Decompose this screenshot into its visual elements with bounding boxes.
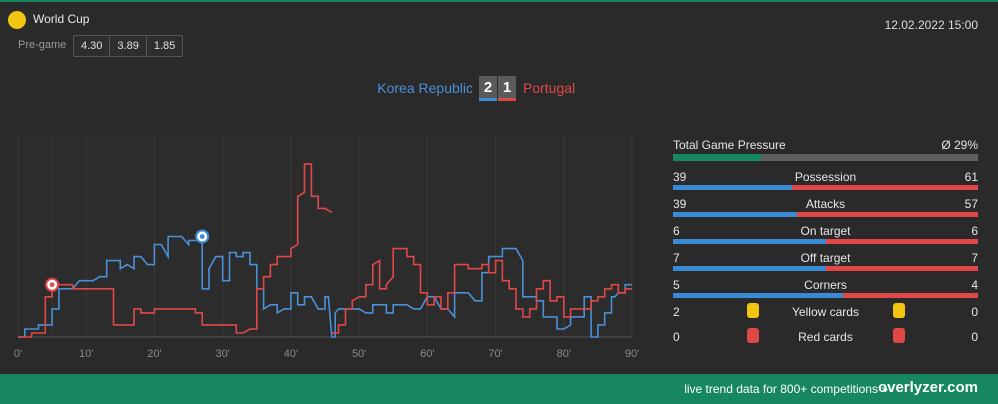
stat-bar (673, 212, 978, 217)
match-stats-panel: Total Game Pressure Ø 29% 39 Possession … (673, 138, 978, 344)
red-card-icon (747, 328, 759, 343)
stat-label: Corners (804, 278, 847, 292)
pressure-bar-fill (673, 154, 762, 161)
stat-bar (673, 266, 978, 271)
x-tick-label: 50' (352, 348, 366, 360)
x-tick-label: 40' (284, 348, 298, 360)
x-tick-label: 60' (420, 348, 434, 360)
pressure-bar (673, 154, 978, 161)
pressure-value: Ø 29% (941, 138, 978, 152)
x-tick-label: 30' (215, 348, 229, 360)
odds-draw[interactable]: 3.89 (110, 36, 147, 56)
away-team-name[interactable]: Portugal (523, 80, 576, 96)
stat-bar (673, 185, 978, 190)
x-tick-label: 70' (488, 348, 502, 360)
stat-home-value: 7 (673, 251, 680, 265)
home-score: 2 (479, 76, 497, 101)
pressure-label: Total Game Pressure (673, 138, 786, 152)
x-tick-label: 90' (625, 348, 639, 360)
stat-label: Possession (794, 170, 857, 184)
stat-bar (673, 293, 978, 298)
stat-home-value: 39 (673, 197, 687, 211)
yellow-cards-home: 2 (673, 305, 680, 319)
card-row-red: 0 Red cards 0 (673, 328, 978, 346)
stat-label: On target (800, 224, 851, 238)
stat-home-value: 39 (673, 170, 687, 184)
card-label: Red cards (798, 330, 853, 344)
x-tick-label: 80' (557, 348, 571, 360)
top-accent-line (0, 0, 998, 2)
stat-away-value: 4 (971, 278, 978, 292)
match-datetime: 12.02.2022 15:00 (884, 18, 978, 32)
stat-row-off-target: 7 Off target 7 (673, 251, 978, 273)
stat-home-value: 5 (673, 278, 680, 292)
red-cards-away: 0 (971, 330, 978, 344)
home-pressure-line (18, 235, 632, 338)
away-pressure-line (18, 163, 333, 338)
stat-bar-home-fill (673, 239, 826, 244)
away-pressure-line (331, 247, 632, 334)
stat-bar-home-fill (673, 293, 843, 298)
chart-x-axis: 0' 10' 20' 30' 40' 50' 60' 70' 80' 90' (14, 348, 639, 360)
stat-row-on-target: 6 On target 6 (673, 224, 978, 246)
stat-label: Attacks (805, 197, 846, 211)
stat-away-value: 6 (971, 224, 978, 238)
red-card-icon (893, 328, 905, 343)
red-cards-home: 0 (673, 330, 680, 344)
card-label: Yellow cards (792, 305, 859, 319)
x-tick-label: 20' (147, 348, 161, 360)
stat-row-attacks: 39 Attacks 57 (673, 197, 978, 219)
goal-ball-patch (199, 234, 205, 239)
x-tick-label: 0' (14, 348, 22, 360)
competition-icon (8, 11, 26, 29)
stat-bar-home-fill (673, 266, 826, 271)
footer-brand-link[interactable]: overlyzer.com (877, 379, 978, 396)
stat-row-possession: 39 Possession 61 (673, 170, 978, 192)
footer-banner[interactable]: live trend data for 800+ competitions » … (0, 374, 998, 404)
chart-lines (18, 163, 632, 338)
pressure-trend-chart: 0' 10' 20' 30' 40' 50' 60' 70' 80' 90' (14, 136, 639, 360)
away-score: 1 (498, 76, 516, 101)
match-header: World Cup 12.02.2022 15:00 Pre-game 4.30… (0, 2, 998, 62)
stat-away-value: 57 (964, 197, 978, 211)
x-tick-label: 10' (79, 348, 93, 360)
stat-bar (673, 239, 978, 244)
home-goal-ball-icon[interactable] (195, 229, 210, 244)
card-row-yellow: 2 Yellow cards 0 (673, 303, 978, 321)
scoreline: Korea Republic 2 1 Portugal (0, 74, 998, 104)
competition-name: World Cup (33, 12, 90, 26)
footer-text[interactable]: live trend data for 800+ competitions » (684, 382, 888, 396)
chart-goals (45, 229, 210, 292)
stat-away-value: 61 (964, 170, 978, 184)
stat-bar-home-fill (673, 185, 792, 190)
pregame-odds: 4.30 3.89 1.85 (73, 35, 184, 57)
stat-away-value: 7 (971, 251, 978, 265)
stat-row-corners: 5 Corners 4 (673, 278, 978, 300)
odds-away[interactable]: 1.85 (146, 36, 183, 56)
pregame-label: Pre-game (18, 39, 67, 51)
home-team-name[interactable]: Korea Republic (377, 80, 473, 96)
yellow-card-icon (747, 303, 759, 318)
yellow-card-icon (893, 303, 905, 318)
stat-bar-home-fill (673, 212, 797, 217)
stat-home-value: 6 (673, 224, 680, 238)
yellow-cards-away: 0 (971, 305, 978, 319)
away-goal-ball-icon[interactable] (45, 277, 60, 292)
goal-ball-patch (49, 282, 55, 288)
pressure-header: Total Game Pressure Ø 29% (673, 138, 978, 152)
stat-label: Off target (800, 251, 851, 265)
odds-home[interactable]: 4.30 (74, 36, 111, 56)
